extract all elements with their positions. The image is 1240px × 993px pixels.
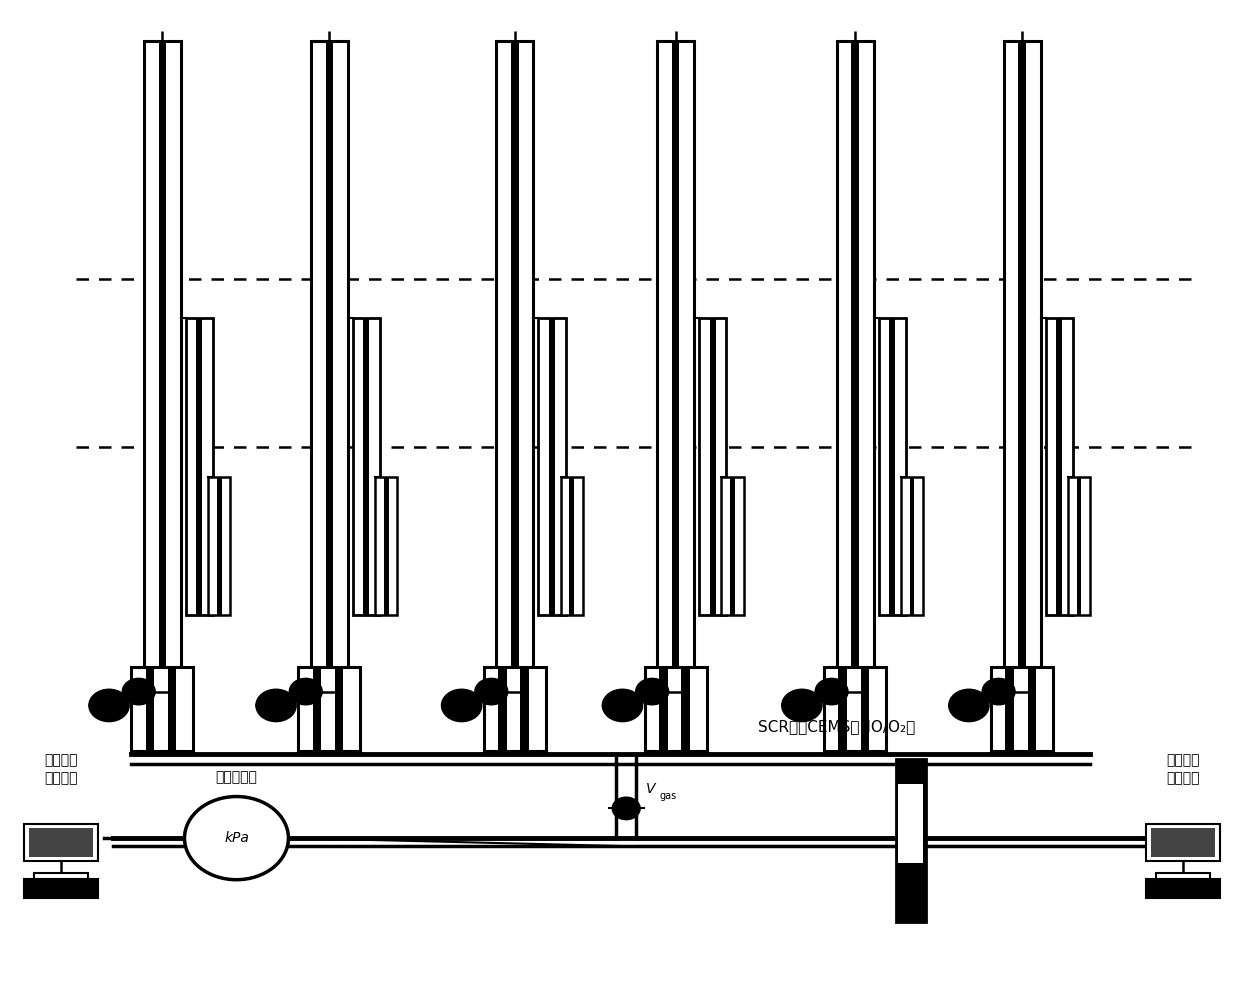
- Bar: [374, 477, 397, 616]
- Bar: [511, 41, 518, 709]
- Circle shape: [257, 689, 296, 721]
- Circle shape: [982, 678, 1014, 704]
- Bar: [879, 319, 905, 616]
- Bar: [521, 667, 529, 752]
- Circle shape: [816, 678, 848, 704]
- Bar: [1028, 667, 1037, 752]
- Bar: [658, 667, 667, 752]
- Bar: [991, 667, 1053, 752]
- Bar: [1151, 827, 1215, 857]
- Circle shape: [636, 678, 668, 704]
- Circle shape: [123, 678, 155, 704]
- Bar: [335, 667, 343, 752]
- Bar: [1045, 319, 1073, 616]
- Bar: [159, 41, 166, 709]
- Bar: [363, 319, 370, 616]
- Bar: [1003, 41, 1040, 709]
- Circle shape: [89, 689, 129, 721]
- Bar: [352, 319, 379, 616]
- Bar: [1146, 823, 1220, 861]
- Text: 差压变送器: 差压变送器: [216, 771, 258, 784]
- Bar: [498, 667, 507, 752]
- Text: 流场数据
处理系统: 流场数据 处理系统: [45, 754, 78, 785]
- Bar: [722, 477, 744, 616]
- Bar: [900, 477, 923, 616]
- Bar: [730, 477, 735, 616]
- Bar: [852, 41, 859, 709]
- Bar: [837, 41, 874, 709]
- Bar: [909, 477, 914, 616]
- Bar: [484, 667, 546, 752]
- Circle shape: [613, 797, 640, 819]
- Bar: [24, 823, 98, 861]
- Bar: [496, 41, 533, 709]
- Bar: [838, 667, 847, 752]
- Circle shape: [185, 796, 289, 880]
- Text: V: V: [646, 781, 656, 795]
- Bar: [897, 759, 925, 922]
- Text: SCR入口CEMS（NO/O₂）: SCR入口CEMS（NO/O₂）: [758, 719, 915, 734]
- Bar: [312, 667, 321, 752]
- Bar: [326, 41, 334, 709]
- Circle shape: [782, 689, 822, 721]
- Bar: [144, 41, 181, 709]
- Bar: [24, 879, 98, 899]
- Bar: [861, 667, 869, 752]
- Bar: [1076, 477, 1081, 616]
- Circle shape: [949, 689, 988, 721]
- Bar: [145, 667, 154, 752]
- Bar: [672, 41, 680, 709]
- Bar: [1068, 477, 1090, 616]
- Bar: [196, 319, 202, 616]
- Bar: [131, 667, 193, 752]
- Bar: [311, 41, 347, 709]
- Bar: [681, 667, 689, 752]
- Bar: [1146, 879, 1220, 899]
- Text: kPa: kPa: [224, 831, 249, 845]
- Text: gas: gas: [660, 791, 677, 801]
- Bar: [645, 667, 707, 752]
- Bar: [1006, 667, 1014, 752]
- Circle shape: [603, 689, 642, 721]
- Bar: [709, 319, 715, 616]
- Bar: [1018, 41, 1025, 709]
- Bar: [538, 319, 565, 616]
- Bar: [825, 667, 887, 752]
- Circle shape: [441, 689, 481, 721]
- Bar: [29, 827, 93, 857]
- Bar: [699, 319, 727, 616]
- Bar: [299, 667, 360, 752]
- Bar: [217, 477, 222, 616]
- Bar: [889, 319, 895, 616]
- Bar: [33, 873, 88, 883]
- Bar: [898, 783, 923, 863]
- Circle shape: [475, 678, 507, 704]
- Bar: [208, 477, 231, 616]
- Text: 烟气数据
处理系统: 烟气数据 处理系统: [1166, 754, 1199, 785]
- Bar: [569, 477, 574, 616]
- Circle shape: [290, 678, 322, 704]
- Bar: [657, 41, 694, 709]
- Bar: [383, 477, 388, 616]
- Bar: [549, 319, 556, 616]
- Bar: [167, 667, 176, 752]
- Bar: [1156, 873, 1210, 883]
- Bar: [560, 477, 583, 616]
- Bar: [186, 319, 213, 616]
- Bar: [1056, 319, 1063, 616]
